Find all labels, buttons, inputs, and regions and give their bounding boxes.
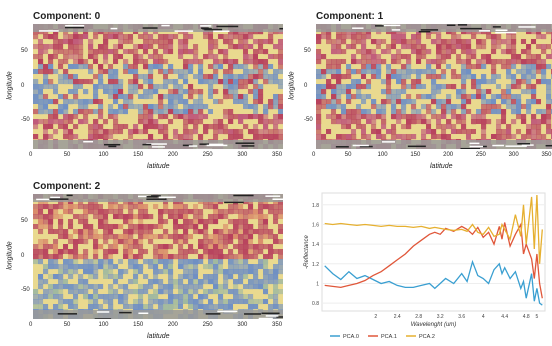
map-panel-0: Component: 0 longitude latitude 0 50 100 15… (0, 0, 290, 175)
y-tick-label: -50 (304, 117, 313, 123)
y-tick-label: 0 (21, 253, 24, 259)
x-tick-label: 3.6 (458, 314, 465, 320)
y-axis-label: longitude (7, 236, 14, 276)
y-tick-label: -50 (21, 117, 30, 123)
y-axis-label: longitude (289, 66, 296, 106)
x-tick-label: 50 (64, 152, 71, 158)
x-tick-label: 2.8 (415, 314, 422, 320)
x-tick-label: 250 (476, 152, 486, 158)
x-tick-label: 0 (312, 152, 315, 158)
component-map (33, 194, 283, 319)
spectrum-chart: 0.8 1 1.2 1.4 1.6 1.8 2 2.4 2.8 3.2 3.6 4 4.4 4.8 5 Wav… (300, 185, 552, 341)
x-tick-label: 0 (29, 322, 32, 328)
x-tick-label: 2 (374, 314, 377, 320)
x-tick-label: 4.8 (523, 314, 530, 320)
component-map (316, 24, 552, 149)
x-tick-label: 5 (536, 314, 539, 320)
x-tick-label: 100 (378, 152, 388, 158)
y-tick-label: 1.8 (312, 203, 319, 209)
x-tick-label: 50 (345, 152, 352, 158)
y-axis-label: -Reflectance (304, 234, 310, 268)
x-tick-label: 200 (443, 152, 453, 158)
x-tick-label: 50 (64, 322, 71, 328)
component-map (33, 24, 283, 149)
panel-title: Component: 2 (33, 181, 100, 192)
x-tick-label: 4.4 (501, 314, 508, 320)
y-tick-label: 50 (21, 48, 28, 54)
x-tick-label: 300 (509, 152, 519, 158)
x-tick-label: 250 (203, 152, 213, 158)
y-tick-label: 0.8 (312, 301, 319, 307)
x-axis-label: Wavelenght (um) (411, 322, 457, 328)
legend-label: PCA.2 (419, 334, 435, 340)
x-tick-label: 100 (98, 322, 108, 328)
x-tick-label: 200 (168, 322, 178, 328)
x-tick-label: 350 (541, 152, 551, 158)
y-tick-label: 1.4 (312, 242, 319, 248)
legend-label: PCA.0 (343, 334, 359, 340)
x-tick-label: 3.2 (437, 314, 444, 320)
y-tick-label: 50 (304, 48, 311, 54)
y-tick-label: 0 (304, 83, 307, 89)
y-tick-label: -50 (21, 287, 30, 293)
map-panel-1: Component: 1 longitude latitude 0 50 100 15… (282, 0, 552, 175)
x-tick-label: 2.4 (394, 314, 401, 320)
y-tick-label: 50 (21, 218, 28, 224)
x-tick-label: 150 (410, 152, 420, 158)
x-tick-label: 250 (203, 322, 213, 328)
x-tick-label: 300 (237, 322, 247, 328)
x-axis-label: latitude (147, 333, 170, 340)
x-tick-label: 0 (29, 152, 32, 158)
panel-title: Component: 1 (316, 11, 383, 22)
x-tick-label: 350 (272, 322, 282, 328)
y-tick-label: 1.2 (312, 262, 319, 268)
y-tick-label: 0 (21, 83, 24, 89)
x-tick-label: 150 (133, 322, 143, 328)
y-axis-label: longitude (7, 66, 14, 106)
x-axis-label: latitude (147, 163, 170, 170)
x-axis-label: latitude (430, 163, 453, 170)
panel-title: Component: 0 (33, 11, 100, 22)
plot-area (322, 193, 545, 311)
x-tick-label: 150 (133, 152, 143, 158)
x-tick-label: 200 (168, 152, 178, 158)
y-tick-label: 1 (316, 281, 319, 287)
x-tick-label: 4 (482, 314, 485, 320)
x-tick-label: 350 (272, 152, 282, 158)
y-tick-label: 1.6 (312, 222, 319, 228)
spectrum-svg: 0.8 1 1.2 1.4 1.6 1.8 2 2.4 2.8 3.2 3.6 4 4.4 4.8 5 Wav… (300, 185, 552, 341)
map-panel-2: Component: 2 longitude latitude 0 50 100 15… (0, 170, 290, 341)
x-tick-label: 100 (98, 152, 108, 158)
x-tick-label: 300 (237, 152, 247, 158)
legend-label: PCA.1 (381, 334, 397, 340)
